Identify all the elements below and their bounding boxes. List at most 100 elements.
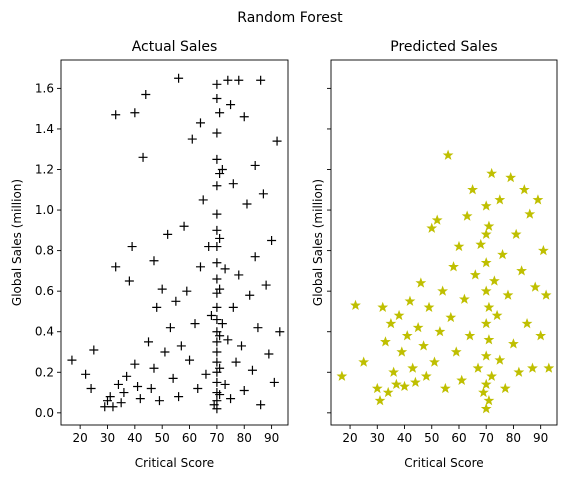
x-axis-label: Critical Score <box>404 456 483 470</box>
data-point <box>426 222 438 233</box>
data-point <box>518 184 530 195</box>
x-tick-label: 50 <box>424 431 439 445</box>
data-point <box>535 330 547 341</box>
data-point <box>108 402 118 412</box>
x-tick-label: 90 <box>264 431 279 445</box>
data-point <box>160 347 170 357</box>
data-point <box>226 394 236 404</box>
data-point <box>149 256 159 266</box>
x-tick-label: 90 <box>533 431 548 445</box>
data-point <box>505 171 517 183</box>
data-point <box>212 94 222 104</box>
data-point <box>478 386 489 398</box>
data-point <box>245 290 255 300</box>
data-point <box>89 345 99 355</box>
y-tick-label: 0.8 <box>35 244 54 258</box>
data-point <box>453 240 465 252</box>
data-point <box>393 309 405 321</box>
data-point <box>423 301 435 312</box>
data-point <box>445 311 457 323</box>
x-tick-label: 20 <box>342 431 357 445</box>
data-point <box>247 365 257 375</box>
x-tick-label: 30 <box>100 431 115 445</box>
figure-suptitle: Random Forest <box>237 10 343 26</box>
data-point <box>437 285 449 296</box>
data-point <box>390 378 402 390</box>
data-point <box>212 302 222 312</box>
data-point <box>174 73 184 83</box>
data-point <box>527 362 538 373</box>
data-point <box>111 262 121 272</box>
data-point <box>119 388 129 398</box>
data-point <box>275 327 285 337</box>
data-point <box>223 75 233 85</box>
subplot-title: Actual Sales <box>132 39 218 55</box>
data-point <box>480 257 492 268</box>
data-point <box>404 295 416 306</box>
y-axis-label: Global Sales (million) <box>311 179 325 306</box>
data-point <box>483 334 495 345</box>
data-point <box>382 386 394 398</box>
data-point <box>86 384 96 393</box>
data-point <box>475 238 487 250</box>
data-point <box>195 118 205 128</box>
data-point <box>480 228 492 239</box>
data-point <box>133 381 143 391</box>
data-point <box>456 374 468 385</box>
data-point <box>171 296 181 306</box>
data-point <box>371 382 383 394</box>
data-point <box>217 319 227 329</box>
data-point <box>242 199 252 209</box>
data-point <box>212 274 222 284</box>
data-point <box>215 363 225 373</box>
data-point <box>212 181 222 191</box>
data-point <box>250 252 260 262</box>
data-point <box>464 330 476 341</box>
data-point <box>442 149 454 160</box>
data-point <box>152 302 162 312</box>
data-point <box>165 323 175 333</box>
data-point <box>336 370 348 381</box>
data-point <box>396 346 408 357</box>
x-tick-label: 30 <box>370 431 385 445</box>
data-point <box>144 337 154 347</box>
data-point <box>483 220 495 231</box>
x-axis-label: Critical Score <box>135 456 214 470</box>
data-point <box>111 110 121 120</box>
y-tick-label: 1.2 <box>35 163 54 177</box>
data-point <box>264 349 274 359</box>
data-point <box>377 301 389 312</box>
data-point <box>220 264 230 274</box>
data-point <box>212 377 222 387</box>
data-point <box>480 317 492 329</box>
data-point <box>494 194 506 205</box>
data-point <box>130 108 140 118</box>
data-point <box>385 317 397 329</box>
data-point <box>198 195 208 205</box>
data-point <box>480 378 492 390</box>
data-point <box>532 194 544 205</box>
data-point <box>508 338 519 349</box>
data-point <box>215 108 225 118</box>
data-point <box>154 396 164 406</box>
data-point <box>212 242 222 252</box>
data-point <box>182 286 192 296</box>
data-point <box>488 275 500 286</box>
data-point <box>439 382 451 394</box>
data-point <box>350 299 361 310</box>
data-point <box>201 369 211 379</box>
x-tick-label: 50 <box>155 431 170 445</box>
data-point <box>494 354 506 365</box>
y-tick-label: 1.4 <box>35 122 54 136</box>
data-point <box>483 301 495 312</box>
data-point <box>467 184 478 195</box>
data-point <box>212 396 222 406</box>
data-point <box>480 403 492 414</box>
data-point <box>122 371 132 381</box>
data-point <box>193 384 203 393</box>
data-point <box>486 167 498 179</box>
data-point <box>521 317 533 329</box>
data-point <box>399 380 410 392</box>
data-point <box>220 379 230 389</box>
data-point <box>448 261 459 272</box>
